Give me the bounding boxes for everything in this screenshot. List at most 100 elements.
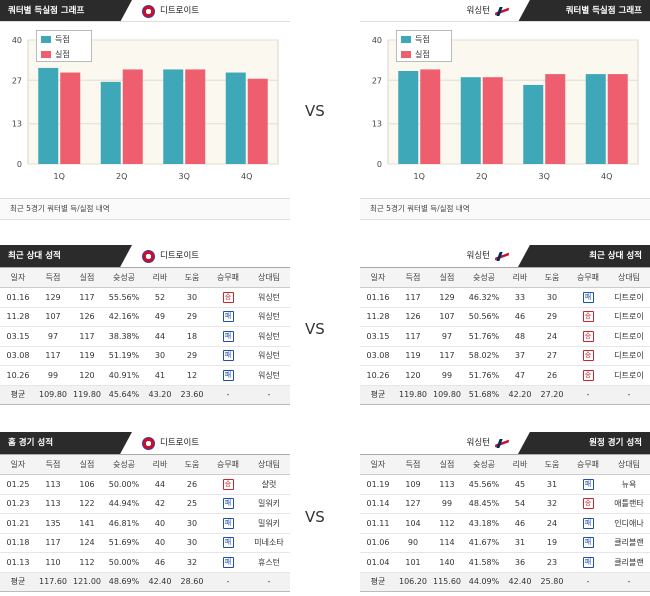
table-cell: 46 (144, 552, 176, 573)
table-cell: 40.91% (104, 365, 144, 386)
table-cell: 27 (536, 346, 568, 366)
recent-record-panel-washington: 최근 상대 성적 워싱턴 일자 득점 실점 슛성공 리바 도움 승무패 상대팀 01.16 117… (360, 245, 650, 405)
table-cell: 140 (430, 552, 464, 573)
team-name: 디트로이트 (160, 251, 200, 261)
table-cell: 135 (36, 513, 70, 534)
y-tick-label: 27 (12, 76, 22, 85)
bar-allowed (545, 74, 566, 164)
legend-label: 득점 (415, 34, 430, 44)
column-header: 상대팀 (248, 267, 290, 288)
column-header: 슛성공 (104, 454, 144, 475)
table-cell: 42.16% (104, 307, 144, 327)
column-header: 일자 (360, 267, 396, 288)
table-cell: 51.19% (104, 346, 144, 366)
average-cell: - (608, 572, 650, 592)
column-header: 리바 (504, 267, 536, 288)
table-cell: 117 (36, 346, 70, 366)
table-cell: 47 (504, 365, 536, 386)
result-cell: 패 (208, 513, 248, 534)
table-cell: 119 (396, 346, 430, 366)
column-header: 득점 (36, 454, 70, 475)
table-cell: 119 (70, 346, 104, 366)
section-title: 홈 경기 성적 (0, 432, 132, 454)
column-header: 리바 (144, 454, 176, 475)
win-badge-icon: 승 (582, 330, 594, 342)
table-row: 01.25 113 106 50.00% 44 26 승 샬럿 (0, 474, 290, 495)
column-header: 슛성공 (464, 454, 504, 475)
table-cell: 129 (430, 287, 464, 308)
stats-table: 일자 득점 실점 슛성공 리바 도움 승무패 상대팀 01.19 109 113 45.56% 45 31… (360, 454, 650, 592)
table-cell: 124 (70, 533, 104, 553)
pistons-logo-icon (142, 249, 155, 263)
legend-label: 실점 (415, 49, 430, 59)
y-tick-label: 0 (377, 160, 382, 169)
y-tick-label: 13 (372, 120, 382, 129)
y-tick-label: 40 (372, 36, 382, 45)
legend-item-scored: 득점 (397, 32, 451, 46)
legend-item-allowed: 실점 (37, 47, 91, 61)
average-cell: 109.80 (36, 385, 70, 405)
table-cell: 50.00% (104, 474, 144, 495)
table-cell: 46 (504, 513, 536, 534)
column-header: 상대팀 (608, 267, 650, 288)
result-cell: 패 (208, 346, 248, 366)
team-name: 워싱턴 (466, 6, 490, 16)
average-cell: - (568, 572, 608, 592)
table-cell: 29 (176, 346, 208, 366)
team-label: 워싱턴 (467, 0, 508, 22)
average-cell: 45.64% (104, 385, 144, 405)
table-cell: 104 (396, 513, 430, 534)
section-title: 원정 경기 성적 (518, 432, 650, 454)
table-cell: 113 (430, 474, 464, 495)
table-cell: 112 (70, 552, 104, 573)
average-cell: - (208, 572, 248, 592)
table-cell: 01.25 (0, 474, 36, 495)
table-cell: 38.38% (104, 326, 144, 347)
bar-allowed (482, 77, 503, 164)
pistons-logo-icon (142, 436, 155, 450)
table-cell: 97 (430, 326, 464, 347)
table-cell: 129 (36, 287, 70, 308)
table-cell: 99 (430, 494, 464, 514)
table-cell: 11.28 (0, 307, 36, 327)
table-row: 11.28 107 126 42.16% 49 29 패 워싱턴 (0, 307, 290, 327)
table-cell: 03.08 (0, 346, 36, 366)
table-cell: 120 (70, 365, 104, 386)
table-cell: 42 (144, 494, 176, 514)
table-cell: 워싱턴 (248, 287, 290, 308)
column-header: 승무패 (568, 267, 608, 288)
average-cell: 42.40 (504, 572, 536, 592)
average-row: 평균 117.60 121.00 48.69% 42.40 28.60- - (0, 572, 290, 592)
table-row: 01.11 104 112 43.18% 46 24 패 인디애나 (360, 513, 650, 534)
loss-badge-icon: 패 (582, 556, 594, 568)
chart-legend: 득점 실점 (36, 30, 92, 62)
average-cell: 119.80 (396, 385, 430, 405)
x-tick-label: 4Q (601, 172, 612, 181)
table-cell: 밀워키 (248, 513, 290, 534)
quarter-chart-panel-washington: 쿼터별 득실점 그래프 워싱턴 0 13 27 40 1Q 2Q 3Q 4Q 득점 실점 최근… (360, 0, 650, 220)
column-header: 일자 (0, 454, 36, 475)
bar-scored (38, 67, 59, 164)
average-row: 평균 119.80 109.80 51.68% 42.20 27.20- - (360, 385, 650, 405)
table-cell: 29 (176, 307, 208, 327)
table-cell: 41 (144, 365, 176, 386)
table-cell: 107 (430, 307, 464, 327)
average-cell: 109.80 (430, 385, 464, 405)
table-header-row: 일자 득점 실점 슛성공 리바 도움 승무패 상대팀 (0, 454, 290, 475)
table-cell: 샬럿 (248, 474, 290, 495)
result-cell: 패 (568, 474, 608, 495)
table-row: 01.14 127 99 48.45% 54 32 승 애틀랜타 (360, 494, 650, 514)
table-cell: 127 (396, 494, 430, 514)
table-cell: 30 (536, 287, 568, 308)
result-cell: 패 (208, 552, 248, 573)
team-name: 워싱턴 (466, 251, 490, 261)
table-cell: 37 (504, 346, 536, 366)
table-row: 11.28 126 107 50.56% 46 29 승 디트로이 (360, 307, 650, 327)
result-cell: 승 (568, 307, 608, 327)
section-header: 최근 상대 성적 디트로이트 (0, 245, 290, 267)
table-cell: 113 (36, 474, 70, 495)
loss-badge-icon: 패 (222, 517, 234, 529)
column-header: 슛성공 (104, 267, 144, 288)
x-tick-label: 3Q (179, 172, 190, 181)
table-cell: 03.08 (360, 346, 396, 366)
